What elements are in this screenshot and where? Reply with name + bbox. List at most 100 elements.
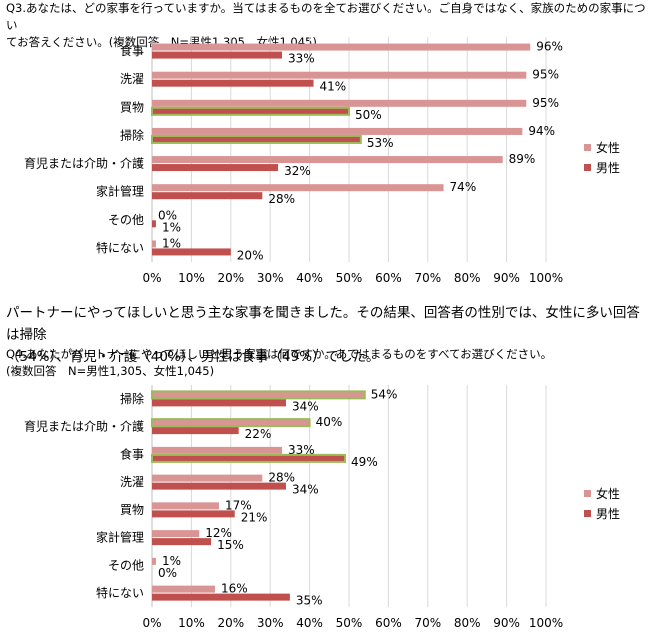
category-label: 掃除 <box>120 127 144 142</box>
data-label: 16% <box>221 582 248 596</box>
male-bar <box>151 453 347 463</box>
category-label: 育児または介助・介護 <box>24 419 144 434</box>
x-tick-label: 90% <box>493 616 520 630</box>
female-bar <box>152 530 200 538</box>
data-label: 34% <box>292 483 319 497</box>
data-label: 0% <box>158 208 177 222</box>
data-label: 41% <box>320 80 347 94</box>
female-bar <box>151 390 366 400</box>
x-tick-label: 60% <box>375 271 402 285</box>
male-bar <box>152 79 314 87</box>
male-bar <box>152 538 212 546</box>
category-label: 食事 <box>120 446 144 461</box>
q3-question-line1: Q3.あなたは、どの家事を行っていますか。当てはまるものを全てお選びください。ご… <box>6 1 646 32</box>
legend-swatch <box>584 164 591 171</box>
data-label: 95% <box>532 96 559 110</box>
male-bar <box>152 51 283 59</box>
data-label: 74% <box>450 180 477 194</box>
data-label: 49% <box>351 455 378 469</box>
legend-label: 男性 <box>596 161 620 175</box>
data-label: 95% <box>532 68 559 82</box>
female-bar <box>152 502 219 510</box>
male-bar <box>152 427 239 435</box>
category-label: 洗濯 <box>120 72 144 86</box>
male-bar <box>152 593 290 601</box>
data-label: 12% <box>205 526 232 540</box>
category-label: 特にない <box>96 240 144 255</box>
data-label: 50% <box>355 108 382 122</box>
male-bar <box>152 192 263 200</box>
female-bar <box>152 156 503 164</box>
x-tick-label: 70% <box>414 616 441 630</box>
category-label: 特にない <box>96 585 144 600</box>
x-tick-label: 100% <box>529 271 563 285</box>
female-bar <box>151 418 311 428</box>
male-bar <box>152 510 235 518</box>
summary-line1: パートナーにやってほしいと思う主な家事を聞きました。その結果、回答者の性別では、… <box>6 305 640 343</box>
female-bar <box>152 99 527 107</box>
data-label: 15% <box>217 538 244 552</box>
x-tick-label: 0% <box>142 616 161 630</box>
data-label: 1% <box>162 554 181 568</box>
data-label: 54% <box>371 387 398 401</box>
data-label: 33% <box>288 52 315 66</box>
data-label: 21% <box>241 510 268 524</box>
female-bar <box>152 446 283 454</box>
data-label: 33% <box>288 443 315 457</box>
summary-paragraph: パートナーにやってほしいと思う主な家事を聞きました。その結果、回答者の性別では、… <box>6 302 650 368</box>
category-label: 買物 <box>120 100 144 114</box>
q4-question-line2: (複数回答 N=男性1,305、女性1,045) <box>6 364 215 378</box>
legend-label: 女性 <box>596 140 620 155</box>
category-label: 家計管理 <box>96 184 144 199</box>
data-label: 94% <box>528 124 555 138</box>
x-tick-label: 80% <box>454 616 481 630</box>
category-label: 掃除 <box>120 391 144 406</box>
male-bar <box>152 220 156 228</box>
data-label: 89% <box>509 152 536 166</box>
category-label: その他 <box>108 558 144 572</box>
data-label: 35% <box>296 594 323 608</box>
data-label: 34% <box>292 399 319 413</box>
male-bar <box>152 164 279 172</box>
data-label: 40% <box>316 415 343 429</box>
legend-label: 男性 <box>596 507 620 521</box>
category-label: 買物 <box>120 503 144 517</box>
x-tick-label: 40% <box>296 271 323 285</box>
x-tick-label: 10% <box>178 616 205 630</box>
x-tick-label: 10% <box>178 271 205 285</box>
q4-question-line1: Q4.あなたがパートナーにやってほしいと思う家事は何ですか。あてはまるものをすべ… <box>6 347 553 361</box>
male-bar <box>152 399 286 407</box>
q3-bar-chart: 0% 10% 20% 30% 40% 50% 60% 70% 80% 90% 100% 食事 96% 33… <box>24 37 620 285</box>
legend-label: 女性 <box>596 486 620 501</box>
x-tick-label: 40% <box>296 616 323 630</box>
female-bar <box>152 184 444 192</box>
male-bar <box>152 248 231 256</box>
x-tick-label: 0% <box>142 271 161 285</box>
x-tick-label: 90% <box>493 271 520 285</box>
data-label: 17% <box>225 498 252 512</box>
x-tick-label: 20% <box>217 271 244 285</box>
x-tick-label: 30% <box>257 616 284 630</box>
female-bar <box>152 127 523 135</box>
category-label: その他 <box>108 213 144 227</box>
female-bar <box>152 585 216 593</box>
female-bar <box>152 71 527 79</box>
x-tick-label: 80% <box>454 271 481 285</box>
data-label: 20% <box>237 248 264 262</box>
data-label: 22% <box>245 427 272 441</box>
male-bar <box>151 106 350 116</box>
data-label: 28% <box>268 471 295 485</box>
legend-swatch <box>584 510 591 517</box>
legend-swatch <box>584 144 591 151</box>
summary-line2: （54%）、育児・介護（40%）、男性は食事（49%）でした。 <box>6 349 380 365</box>
male-bar <box>152 482 286 490</box>
female-bar <box>152 474 263 482</box>
legend-swatch <box>584 490 591 497</box>
x-tick-label: 60% <box>375 616 402 630</box>
female-bar <box>152 557 156 565</box>
x-tick-label: 70% <box>414 271 441 285</box>
data-label: 0% <box>158 566 177 580</box>
category-label: 洗濯 <box>120 475 144 489</box>
q4-question: Q4.あなたがパートナーにやってほしいと思う家事は何ですか。あてはまるものをすべ… <box>6 346 646 380</box>
